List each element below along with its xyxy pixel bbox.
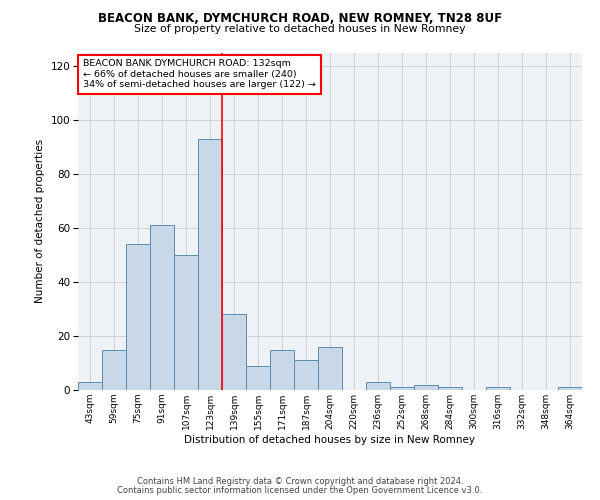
Text: BEACON BANK, DYMCHURCH ROAD, NEW ROMNEY, TN28 8UF: BEACON BANK, DYMCHURCH ROAD, NEW ROMNEY,… [98, 12, 502, 26]
Text: Size of property relative to detached houses in New Romney: Size of property relative to detached ho… [134, 24, 466, 34]
Bar [150, 226, 174, 390]
Bar [174, 255, 198, 390]
Bar [222, 314, 246, 390]
Text: BEACON BANK DYMCHURCH ROAD: 132sqm
← 66% of detached houses are smaller (240)
34: BEACON BANK DYMCHURCH ROAD: 132sqm ← 66%… [83, 59, 316, 89]
X-axis label: Distribution of detached houses by size in New Romney: Distribution of detached houses by size … [185, 434, 476, 444]
Bar [438, 388, 462, 390]
Bar [366, 382, 390, 390]
Bar [198, 139, 222, 390]
Bar [414, 384, 438, 390]
Bar [126, 244, 150, 390]
Bar [246, 366, 270, 390]
Y-axis label: Number of detached properties: Number of detached properties [35, 139, 45, 304]
Bar [390, 388, 414, 390]
Text: Contains public sector information licensed under the Open Government Licence v3: Contains public sector information licen… [118, 486, 482, 495]
Bar [294, 360, 318, 390]
Text: Contains HM Land Registry data © Crown copyright and database right 2024.: Contains HM Land Registry data © Crown c… [137, 477, 463, 486]
Bar [558, 388, 582, 390]
Bar [78, 382, 102, 390]
Bar [102, 350, 126, 390]
Bar [270, 350, 294, 390]
Bar [486, 388, 510, 390]
Bar [318, 347, 342, 390]
